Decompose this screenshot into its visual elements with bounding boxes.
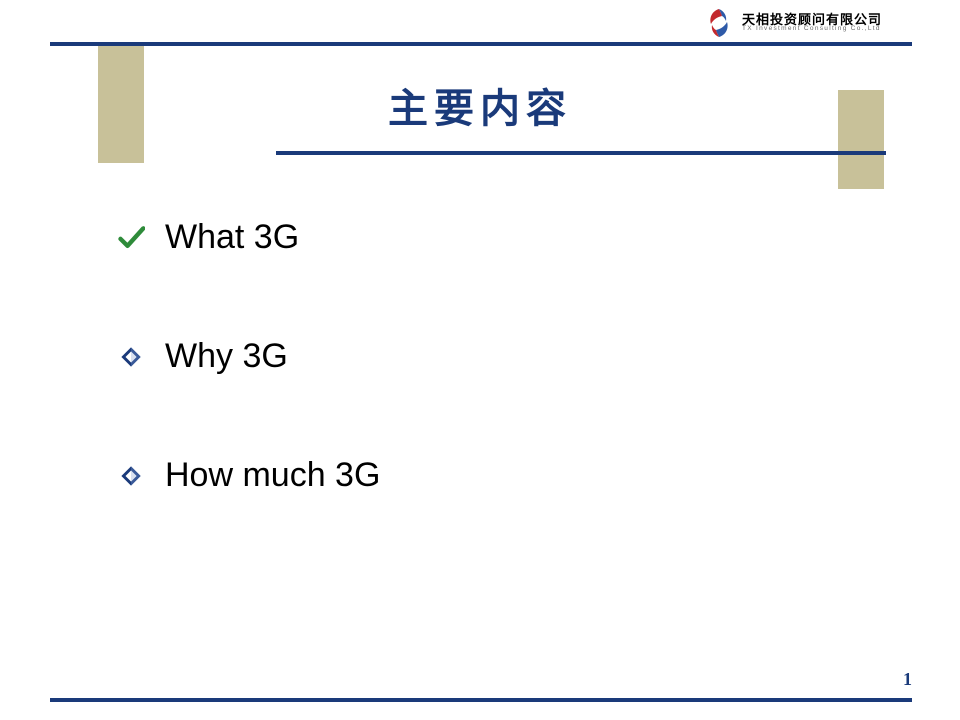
bullet-label: How much 3G xyxy=(165,456,380,495)
diamond-icon xyxy=(115,341,147,373)
check-icon xyxy=(115,222,147,254)
slide-title: 主要内容 xyxy=(0,76,960,134)
list-item: How much 3G xyxy=(115,456,380,495)
rule-top xyxy=(50,42,912,46)
bullet-label: What 3G xyxy=(165,218,299,257)
list-item: What 3G xyxy=(115,218,380,257)
company-logo: 天相投资顾问有限公司 TX Investment Consulting Co.,… xyxy=(702,6,912,40)
rule-mid xyxy=(276,151,886,155)
bullet-label: Why 3G xyxy=(165,337,288,376)
logo-company-en: TX Investment Consulting Co.,Ltd xyxy=(742,26,882,33)
slide: 天相投资顾问有限公司 TX Investment Consulting Co.,… xyxy=(0,0,960,720)
bullet-list: What 3G Why 3G H xyxy=(115,218,380,575)
logo-mark-icon xyxy=(702,6,736,40)
diamond-icon xyxy=(115,460,147,492)
page-number: 1 xyxy=(903,669,912,690)
logo-company-cn: 天相投资顾问有限公司 xyxy=(742,13,882,27)
logo-text: 天相投资顾问有限公司 TX Investment Consulting Co.,… xyxy=(742,13,882,33)
rule-bottom xyxy=(50,698,912,702)
list-item: Why 3G xyxy=(115,337,380,376)
